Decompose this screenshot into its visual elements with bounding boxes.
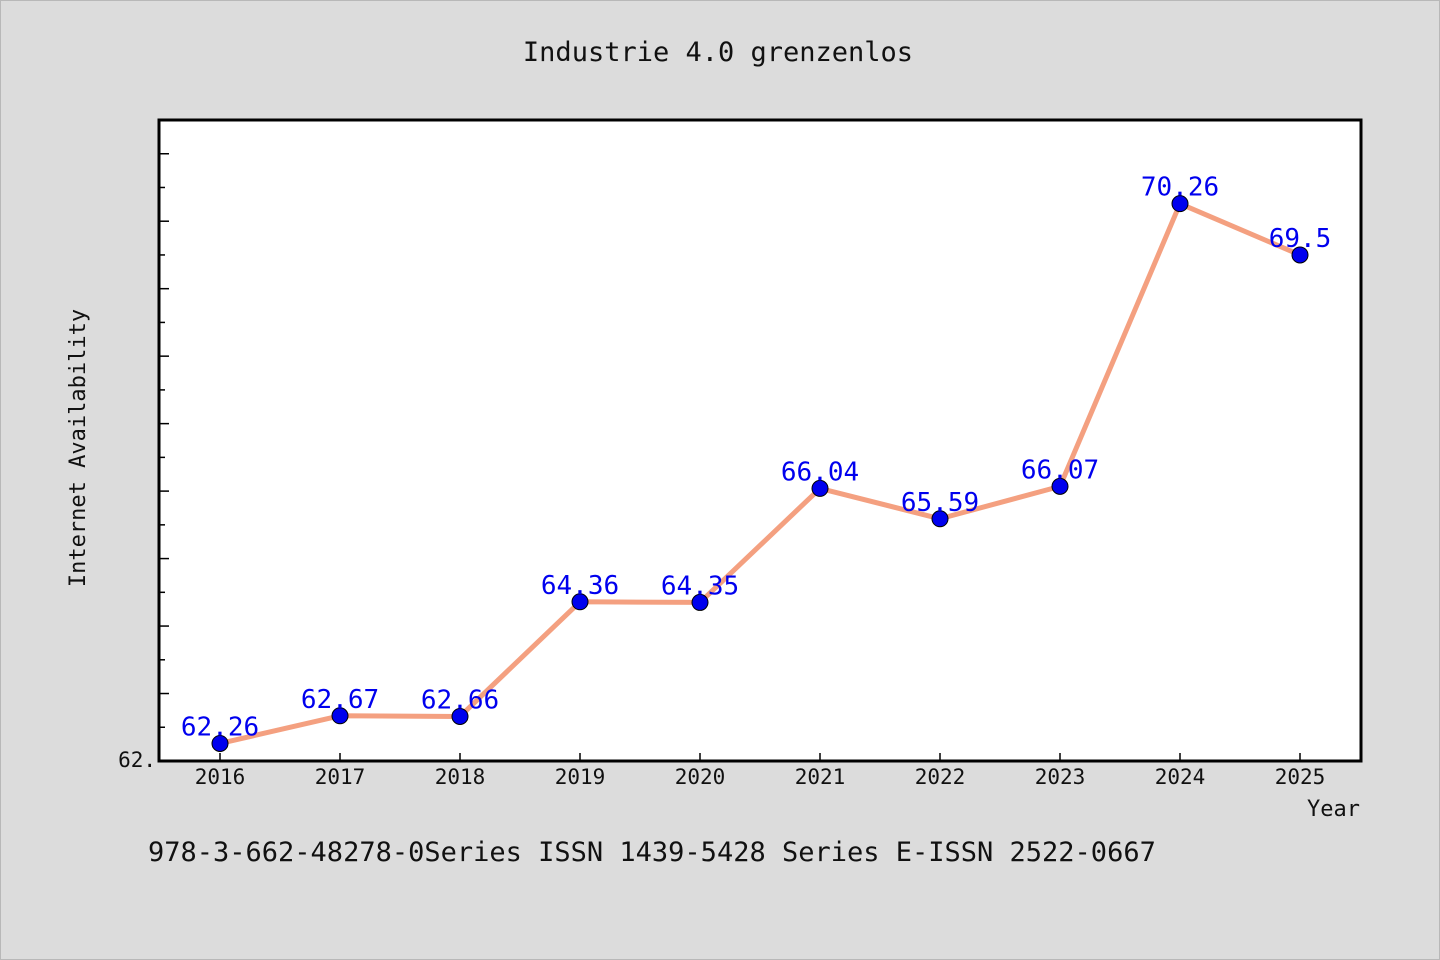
data-label: 70.26 xyxy=(1141,173,1219,203)
chart-title: Industrie 4.0 grenzenlos xyxy=(523,37,913,68)
data-label: 64.36 xyxy=(541,571,619,601)
data-point xyxy=(451,707,469,725)
plot-area xyxy=(157,118,1363,763)
data-point xyxy=(691,593,709,611)
x-tick-label: 2025 xyxy=(1275,765,1326,789)
y-axis-ticks xyxy=(159,152,169,729)
data-label: 62.26 xyxy=(181,712,259,742)
data-point xyxy=(1291,246,1309,264)
y-axis-title: Internet Availability xyxy=(66,309,91,587)
data-label: 62.67 xyxy=(301,685,379,715)
data-labels: 62.26 62.67 62.66 64.36 64.35 66.04 65.59 66.07… xyxy=(181,173,1331,743)
x-axis-ticks: 2016 2017 2018 2019 2020 2021 2022 2023 2024 2025 xyxy=(195,753,1326,789)
data-point xyxy=(211,734,229,752)
x-tick-label: 2017 xyxy=(315,765,366,789)
data-point xyxy=(1051,477,1069,495)
data-point xyxy=(571,593,589,611)
x-tick-label: 2019 xyxy=(555,765,606,789)
y-tick-label: 62. xyxy=(118,748,156,772)
series-line xyxy=(217,201,1303,746)
x-tick-label: 2020 xyxy=(675,765,726,789)
data-label: 62.66 xyxy=(421,685,499,715)
x-tick-label: 2023 xyxy=(1035,765,1086,789)
data-point xyxy=(811,479,829,497)
x-axis-title: Year xyxy=(1307,797,1360,822)
x-tick-label: 2016 xyxy=(195,765,246,789)
data-label: 65.59 xyxy=(901,488,979,518)
data-point xyxy=(931,510,949,528)
data-label: 66.07 xyxy=(1021,455,1099,485)
x-tick-label: 2024 xyxy=(1155,765,1206,789)
footer-text: 978-3-662-48278-0Series ISSN 1439-5428 S… xyxy=(148,837,1156,868)
x-tick-label: 2018 xyxy=(435,765,486,789)
data-point xyxy=(331,707,349,725)
x-tick-label: 2021 xyxy=(795,765,846,789)
x-tick-label: 2022 xyxy=(915,765,966,789)
data-point xyxy=(1171,195,1189,213)
data-label: 64.35 xyxy=(661,571,739,601)
data-label: 69.5 xyxy=(1269,224,1332,254)
data-label: 66.04 xyxy=(781,457,859,487)
data-markers xyxy=(211,195,1309,752)
